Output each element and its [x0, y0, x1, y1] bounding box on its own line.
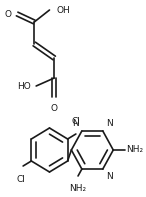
Text: N: N [106, 119, 112, 128]
Text: N: N [72, 119, 79, 128]
Text: NH₂: NH₂ [127, 146, 144, 154]
Text: OH: OH [56, 6, 70, 15]
Text: NH₂: NH₂ [69, 184, 87, 193]
Text: N: N [106, 172, 112, 181]
Text: O: O [51, 104, 58, 113]
Text: Cl: Cl [17, 175, 26, 184]
Text: Cl: Cl [71, 117, 80, 126]
Text: O: O [4, 9, 11, 19]
Text: HO: HO [17, 82, 31, 90]
